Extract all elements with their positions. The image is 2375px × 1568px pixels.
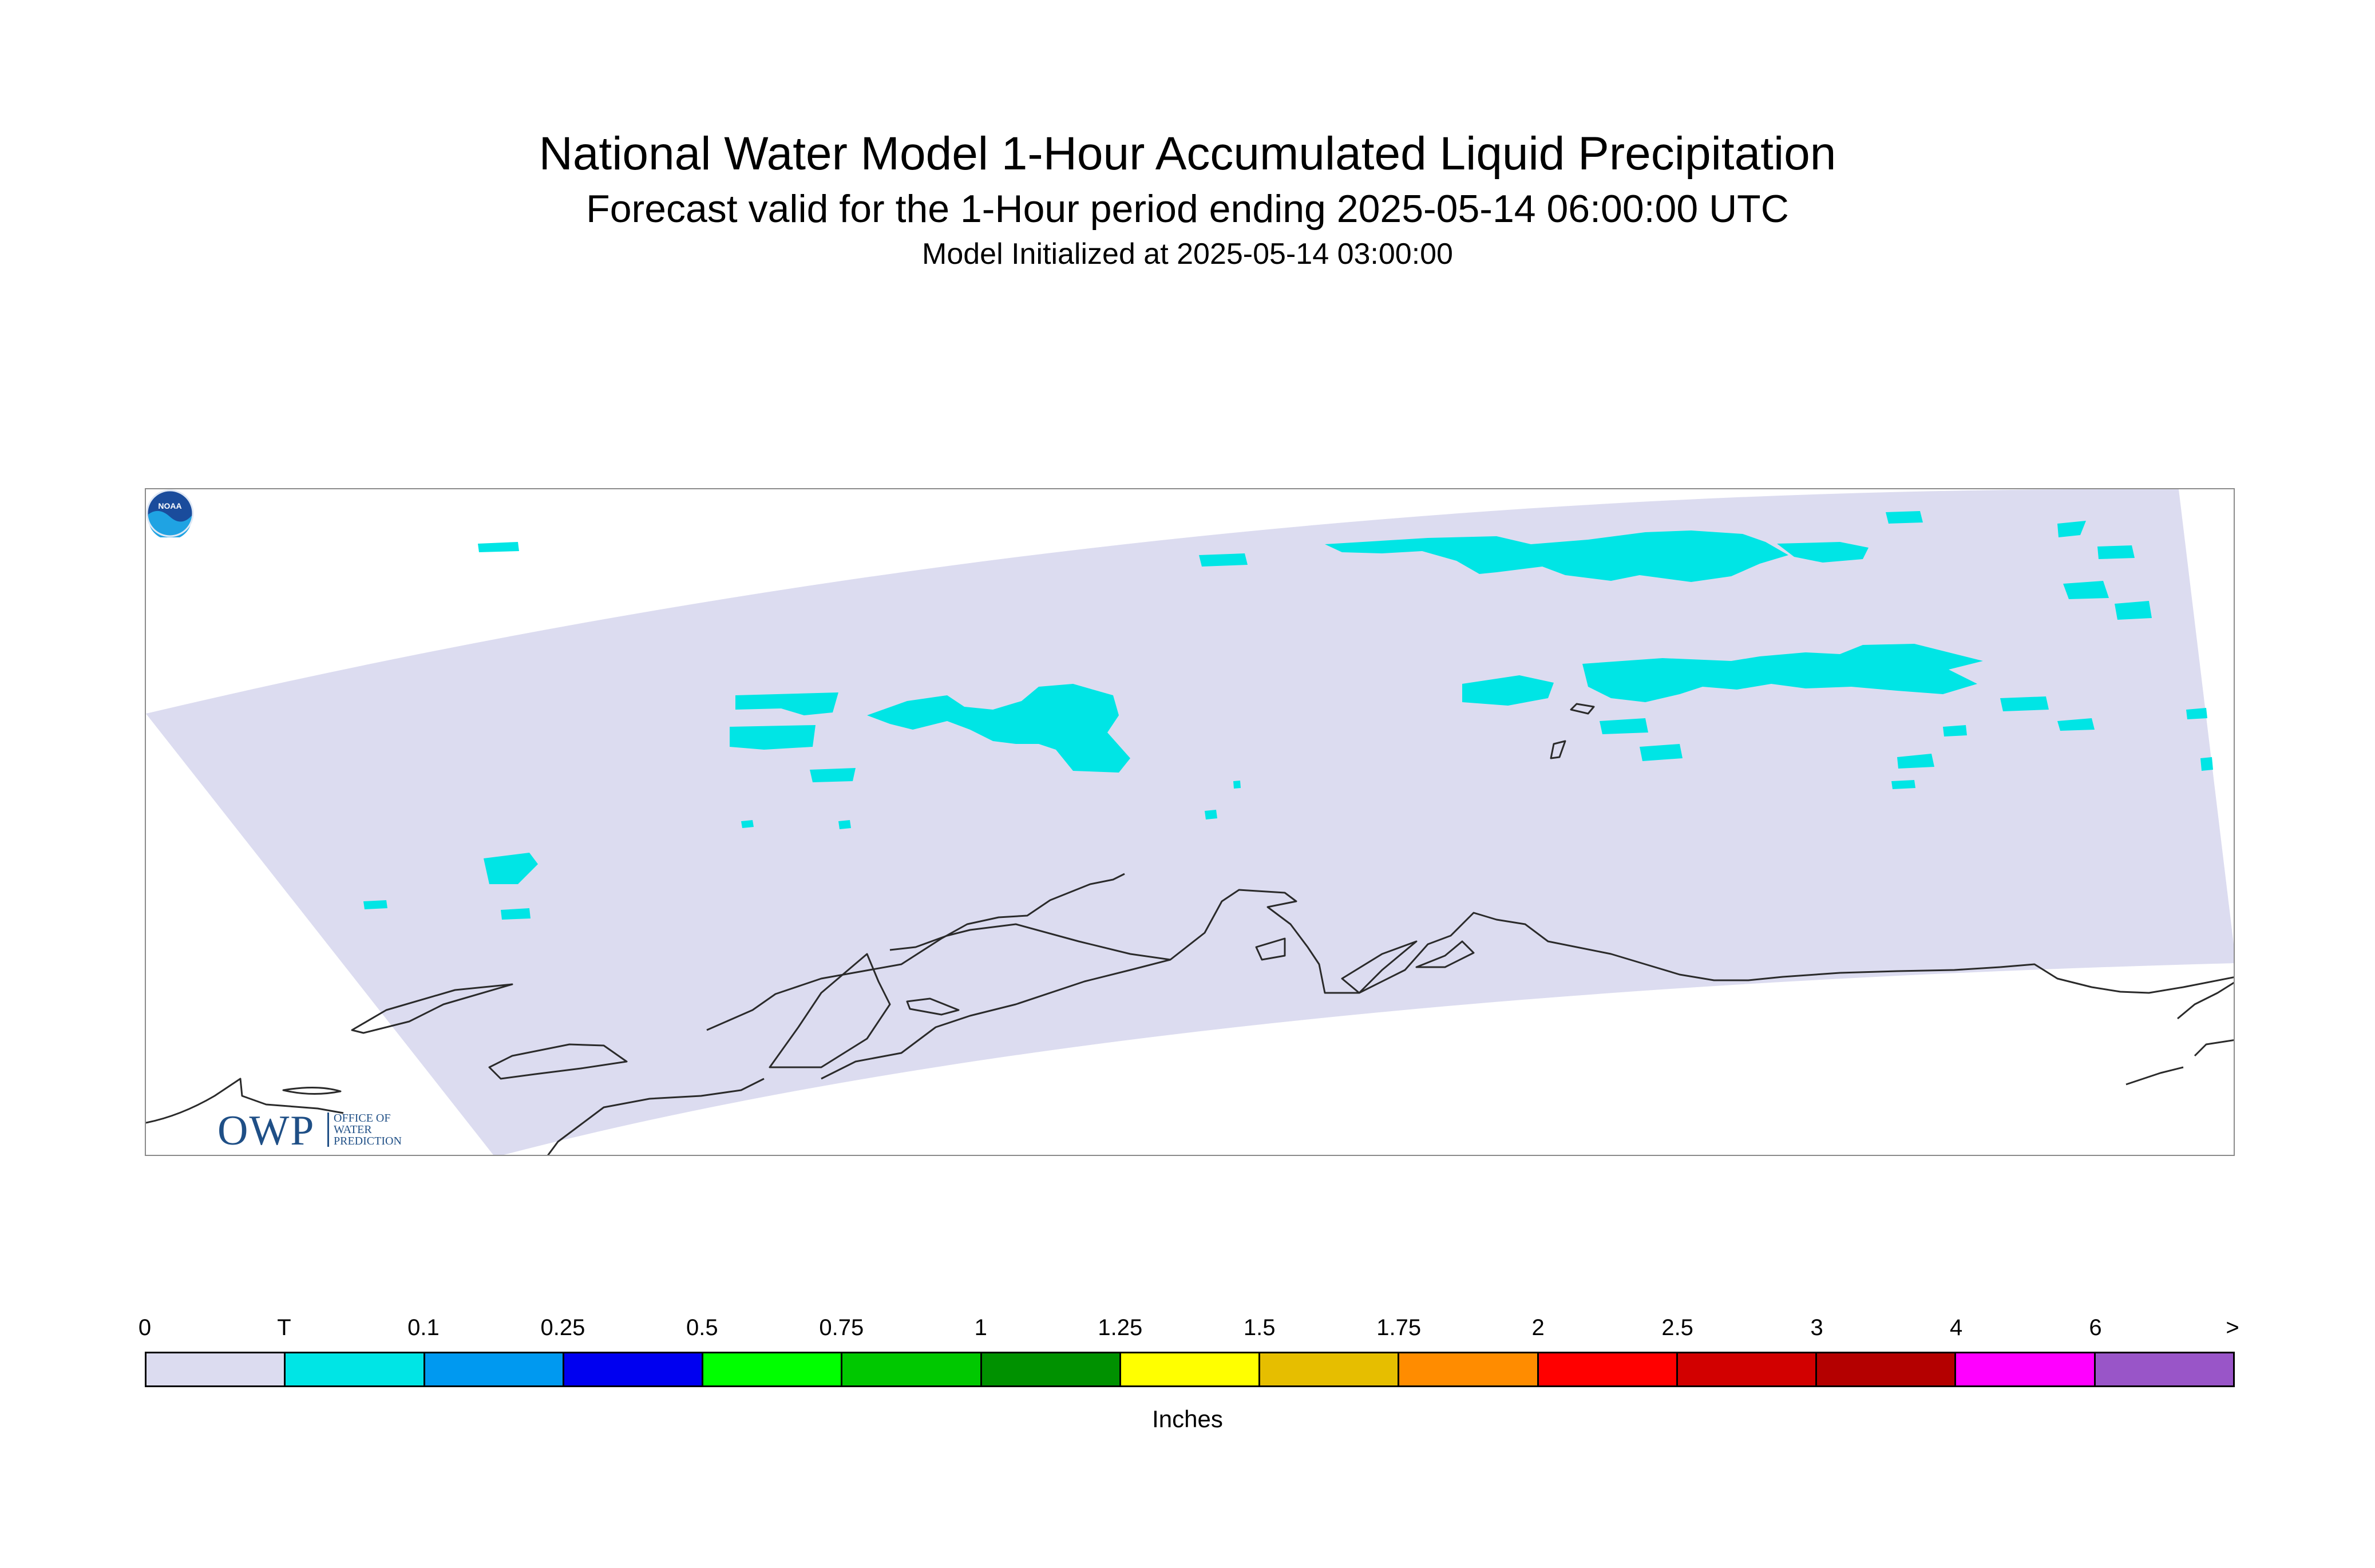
- coastline: [889, 923, 1171, 961]
- trace-area: [1233, 781, 1241, 789]
- legend-tick-label: 0.25: [540, 1315, 585, 1340]
- model-init-line: Model Initialized at 2025-05-14 03:00:00: [922, 237, 1453, 271]
- legend-swatch: [286, 1353, 425, 1385]
- coastline: [1570, 703, 1595, 715]
- model-domain: [146, 489, 2234, 1155]
- legend-tick-label: >: [2226, 1315, 2239, 1340]
- coastline: [1415, 940, 1475, 968]
- owp-subtitle: OFFICE OF WATER PREDICTION: [327, 1112, 414, 1147]
- legend-swatch: [425, 1353, 564, 1385]
- forecast-valid-line: Forecast valid for the 1-Hour period end…: [586, 187, 1789, 231]
- trace-area: [1886, 511, 1923, 524]
- coastline: [146, 1078, 344, 1124]
- trace-area: [1640, 744, 1683, 761]
- owp-wordmark: OWP: [217, 1107, 315, 1154]
- map-canvas: [146, 489, 2234, 1155]
- map-title: National Water Model 1-Hour Accumulated …: [539, 128, 1836, 180]
- coastline: [1255, 937, 1286, 961]
- legend-tick-label: T: [277, 1315, 291, 1340]
- legend-tick-label: 0.1: [407, 1315, 440, 1340]
- trace-area: [730, 725, 816, 750]
- legend-swatch: [842, 1353, 982, 1385]
- legend-swatch: [1538, 1353, 1678, 1385]
- legend-swatch: [147, 1353, 286, 1385]
- coastline: [706, 873, 1125, 1031]
- coastline: [2000, 963, 2234, 994]
- trace-area: [2186, 708, 2207, 719]
- trace-area: [838, 820, 851, 829]
- trace-area: [1897, 754, 1934, 769]
- legend-swatch: [2095, 1353, 2233, 1385]
- trace-area: [363, 900, 387, 909]
- trace-area: [478, 542, 519, 552]
- legend-swatch: [1677, 1353, 1818, 1385]
- owp-line: WATER: [334, 1123, 372, 1136]
- trace-area: [2000, 696, 2049, 711]
- legend-swatch: [1956, 1353, 2096, 1385]
- legend-swatch: [1399, 1353, 1539, 1385]
- trace-area: [2063, 581, 2109, 599]
- coastline: [351, 983, 513, 1034]
- trace-area: [2057, 718, 2095, 731]
- legend-tick-label: 2: [1531, 1315, 1545, 1340]
- legend-swatch: [1817, 1353, 1957, 1385]
- legend-tick-label: 0: [138, 1315, 152, 1340]
- coastline: [1341, 940, 1418, 994]
- owp-line: PREDICTION: [334, 1135, 402, 1147]
- trace-precip-areas: [363, 511, 2213, 920]
- legend-tick-label: 1.5: [1243, 1315, 1276, 1340]
- legend-tick-label: 4: [1949, 1315, 1963, 1340]
- trace-area: [1600, 718, 1648, 734]
- trace-area: [1199, 553, 1248, 567]
- legend-swatch: [981, 1353, 1121, 1385]
- coastline: [2194, 1039, 2234, 1057]
- trace-area: [1205, 810, 1217, 819]
- coastline: [1550, 740, 1566, 759]
- trace-area: [867, 684, 1130, 773]
- trace-area: [2115, 601, 2152, 620]
- trace-area: [1943, 725, 1967, 737]
- trace-area: [1777, 542, 1869, 563]
- coastline: [547, 1078, 765, 1155]
- trace-area: [2097, 545, 2135, 559]
- coastline: [906, 997, 960, 1016]
- legend-tick-label: 1.75: [1376, 1315, 1422, 1340]
- legend-tick-label: 0.75: [819, 1315, 864, 1340]
- legend-tick-label: 0.5: [686, 1315, 718, 1340]
- trace-area: [1582, 644, 1983, 702]
- coastlines: [146, 703, 2234, 1155]
- trace-area: [1325, 530, 1788, 582]
- trace-area: [484, 853, 538, 884]
- owp-line: OFFICE OF: [334, 1112, 391, 1124]
- legend-tick-label: 3: [1810, 1315, 1823, 1340]
- legend-units: Inches: [1152, 1405, 1223, 1432]
- trace-area: [2200, 757, 2213, 771]
- legend-tick-label: 2.5: [1661, 1315, 1693, 1340]
- legend-tick-label: 1: [974, 1315, 987, 1340]
- legend-tick-label: 1.25: [1098, 1315, 1143, 1340]
- noaa-text: NOAA: [158, 501, 181, 510]
- legend-swatch: [1260, 1353, 1400, 1385]
- legend-swatch: [703, 1353, 843, 1385]
- coastline: [821, 889, 2001, 1080]
- legend-tick-label: 6: [2089, 1315, 2102, 1340]
- legend-swatch: [1121, 1353, 1261, 1385]
- trace-area: [501, 908, 531, 920]
- owp-logo: OWP OFFICE OF WATER PREDICTION: [217, 1107, 423, 1154]
- coastline: [2125, 1066, 2184, 1086]
- trace-area: [2057, 521, 2086, 537]
- coastline: [769, 953, 891, 1068]
- legend-swatch: [564, 1353, 704, 1385]
- trace-area: [1891, 780, 1915, 789]
- coastline: [2177, 981, 2234, 1020]
- noaa-logo-icon: NOAA: [146, 489, 194, 537]
- trace-area: [741, 820, 754, 828]
- trace-area: [735, 692, 838, 715]
- coastline: [282, 1086, 342, 1095]
- precipitation-map: OWP OFFICE OF WATER PREDICTION NOAA: [145, 488, 2235, 1156]
- trace-area: [810, 768, 856, 782]
- trace-area: [1462, 675, 1554, 706]
- color-legend-bar: [145, 1352, 2235, 1387]
- coastline: [488, 1043, 628, 1080]
